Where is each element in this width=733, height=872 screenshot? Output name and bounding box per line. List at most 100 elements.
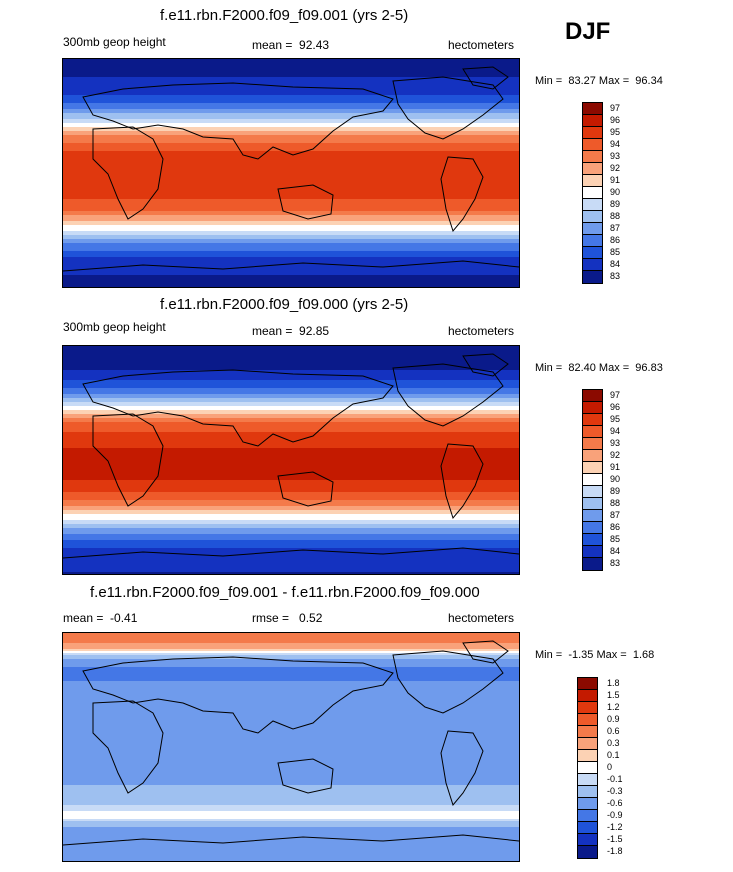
panel-1-field-band: [63, 285, 519, 287]
panel-3-field-band: [63, 659, 519, 662]
panel-2-field-band: [63, 500, 519, 503]
panel-2-colorbar-box: [583, 534, 602, 546]
panel-1-colorbar-box: [583, 199, 602, 211]
panel-1-field-band: [63, 143, 519, 146]
panel-3-field-band: [63, 775, 519, 778]
panel-1-field-band: [63, 191, 519, 194]
panel-1-field-band: [63, 177, 519, 180]
panel-3-colorbar-box: [578, 798, 597, 810]
panel-2-field-band: [63, 412, 519, 415]
panel-3-field-band: [63, 705, 519, 708]
panel-3-colorbar-box: [578, 702, 597, 714]
panel-3-field-band: [63, 695, 519, 698]
panel-1-field-band: [63, 87, 519, 90]
panel-3-colorbar-box: [578, 726, 597, 738]
panel-1-field-band: [63, 83, 519, 86]
panel-3-colorbar-box: [578, 750, 597, 762]
panel-1-field-band: [63, 141, 519, 144]
panel-2-field-band: [63, 484, 519, 487]
panel-1-field-band: [63, 73, 519, 76]
panel-2-field-band: [63, 438, 519, 441]
panel-2-field-band: [63, 474, 519, 477]
panel-1-field-band: [63, 97, 519, 100]
panel-2-field-band: [63, 466, 519, 469]
panel-1-field-band: [63, 217, 519, 220]
panel-2-map: [62, 345, 520, 575]
panel-3-field-band: [63, 801, 519, 804]
panel-2-field-band: [63, 526, 519, 529]
panel-1-colorbar-box: [583, 223, 602, 235]
panel-3-field-band: [63, 675, 519, 678]
panel-3-mean-value: -0.41: [110, 611, 138, 625]
panel-1-field-band: [63, 189, 519, 192]
panel-1-field-band: [63, 91, 519, 94]
panel-2-coastline: [392, 363, 504, 427]
panel-3-field-band: [63, 677, 519, 680]
panel-3-field-band: [63, 711, 519, 714]
panel-2-field-band: [63, 478, 519, 481]
panel-2-colorbar-label: 85: [610, 534, 621, 544]
panel-1-colorbar-box: [583, 115, 602, 127]
panel-2-field-band: [63, 512, 519, 515]
panel-3-field-band: [63, 859, 519, 861]
panel-3-field-band: [63, 747, 519, 750]
panel-3-field-band: [63, 759, 519, 762]
panel-3-field-band: [63, 845, 519, 848]
panel-2-variable: 300mb geop height: [63, 320, 166, 334]
panel-2-field-band: [63, 488, 519, 491]
panel-1-colorbar-box: [583, 175, 602, 187]
panel-1-field-band: [63, 249, 519, 252]
panel-2-field-band: [63, 524, 519, 527]
panel-3-colorbar-box: [578, 774, 597, 786]
panel-2-field-band: [63, 528, 519, 531]
panel-3-field-band: [63, 857, 519, 860]
panel-3-colorbar-label: 1.8: [607, 678, 620, 688]
panel-3-field-band: [63, 791, 519, 794]
panel-3-field-band: [63, 715, 519, 718]
panel-2-field-band: [63, 418, 519, 421]
panel-2-field-band: [63, 552, 519, 555]
panel-3-field-band: [63, 769, 519, 772]
panel-2-colorbar-label: 93: [610, 438, 621, 448]
panel-1-colorbar-label: 93: [610, 151, 621, 161]
panel-3-field-band: [63, 833, 519, 836]
panel-3-field-band: [63, 809, 519, 812]
panel-2-field-band: [63, 510, 519, 513]
panel-3-coastline: [277, 758, 334, 794]
panel-3-field-band: [63, 827, 519, 830]
panel-1-variable: 300mb geop height: [63, 35, 166, 49]
panel-1-field-band: [63, 205, 519, 208]
panel-2-colorbar-label: 86: [610, 522, 621, 532]
panel-3-field-band: [63, 687, 519, 690]
panel-1-colorbar-label: 85: [610, 247, 621, 257]
panel-3-field-band: [63, 733, 519, 736]
panel-3-field-band: [63, 707, 519, 710]
panel-2-field-band: [63, 350, 519, 353]
panel-2-title: f.e11.rbn.F2000.f09_f09.000 (yrs 2-5): [160, 296, 409, 313]
panel-3-field-band: [63, 655, 519, 658]
panel-2-field-band: [63, 424, 519, 427]
panel-3-colorbar-label: -0.3: [607, 786, 623, 796]
panel-3-field-band: [63, 851, 519, 854]
panel-1-field-band: [63, 113, 519, 116]
panel-1-colorbar-box: [583, 211, 602, 223]
panel-1-colorbar-label: 97: [610, 103, 621, 113]
panel-3-max: 1.68: [632, 649, 655, 661]
panel-3-field-band: [63, 729, 519, 732]
panel-3-field-band: [63, 669, 519, 672]
panel-3-field-band: [63, 713, 519, 716]
panel-1-colorbar-box: [583, 259, 602, 271]
panel-2-field-band: [63, 392, 519, 395]
panel-3-field-band: [63, 773, 519, 776]
panel-1-field-band: [63, 121, 519, 124]
panel-3-field-band: [63, 653, 519, 656]
panel-1-colorbar-box: [583, 139, 602, 151]
panel-2-field-band: [63, 368, 519, 371]
panel-2-colorbar-box: [583, 546, 602, 558]
panel-1-colorbar-label: 87: [610, 223, 621, 233]
panel-1-field-band: [63, 209, 519, 212]
panel-3-field-band: [63, 735, 519, 738]
panel-1-field-band: [63, 59, 519, 62]
panel-2-colorbar-label: 89: [610, 486, 621, 496]
panel-2-field-band: [63, 516, 519, 519]
